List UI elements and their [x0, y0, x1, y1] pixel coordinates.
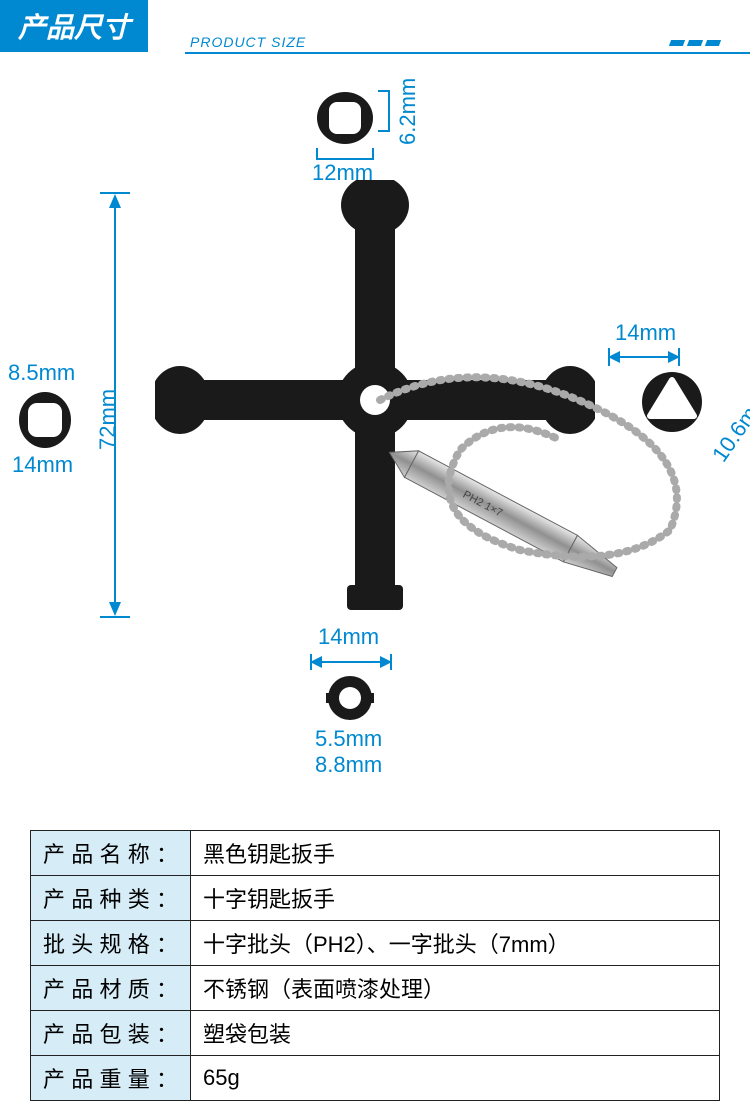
bottom-socket-icon — [326, 674, 374, 722]
table-row: 产品重量：65g — [31, 1056, 720, 1101]
spec-label: 产品材质： — [31, 966, 191, 1011]
spec-label: 批头规格： — [31, 921, 191, 966]
dim-top-outer: 12mm — [312, 160, 373, 186]
dimension-diagram: PH2 1×7 6.2mm 12mm 8.5mm 14mm 72mm 14mm … — [0, 60, 750, 820]
table-row: 产品包装：塑袋包装 — [31, 1011, 720, 1056]
spec-label: 产品种类： — [31, 876, 191, 921]
table-row: 产品种类：十字钥匙扳手 — [31, 876, 720, 921]
right-socket-icon — [640, 370, 704, 434]
spec-value: 65g — [191, 1056, 720, 1101]
dim-bottom-outer: 14mm — [318, 624, 379, 650]
spec-label: 产品名称： — [31, 831, 191, 876]
dim-bottom-inner: 5.5mm — [315, 726, 382, 752]
spec-value: 不锈钢（表面喷漆处理） — [191, 966, 720, 1011]
header-title-cn: 产品尺寸 — [0, 0, 148, 52]
spec-value: 塑袋包装 — [191, 1011, 720, 1056]
dim-left-inner: 8.5mm — [8, 360, 75, 386]
table-row: 产品名称：黑色钥匙扳手 — [31, 831, 720, 876]
header-rule — [185, 52, 750, 54]
dim-left-outer: 14mm — [12, 452, 73, 478]
dim-height: 72mm — [95, 389, 121, 450]
spec-value: 黑色钥匙扳手 — [191, 831, 720, 876]
header-accent — [670, 40, 720, 46]
section-header: 产品尺寸 PRODUCT SIZE — [0, 0, 750, 56]
spec-label: 产品重量： — [31, 1056, 191, 1101]
header-title-en: PRODUCT SIZE — [190, 34, 306, 50]
spec-table: 产品名称：黑色钥匙扳手 产品种类：十字钥匙扳手 批头规格：十字批头（PH2）、一… — [30, 830, 720, 1101]
table-row: 批头规格：十字批头（PH2）、一字批头（7mm） — [31, 921, 720, 966]
spec-value: 十字钥匙扳手 — [191, 876, 720, 921]
spec-value: 十字批头（PH2）、一字批头（7mm） — [191, 921, 720, 966]
dim-right-outer: 14mm — [615, 320, 676, 346]
spec-label: 产品包装： — [31, 1011, 191, 1056]
table-row: 产品材质：不锈钢（表面喷漆处理） — [31, 966, 720, 1011]
dim-bottom-ring: 8.8mm — [315, 752, 382, 778]
left-socket-icon — [15, 390, 75, 450]
top-socket-icon — [315, 90, 375, 146]
dim-top-inner: 6.2mm — [395, 78, 421, 145]
